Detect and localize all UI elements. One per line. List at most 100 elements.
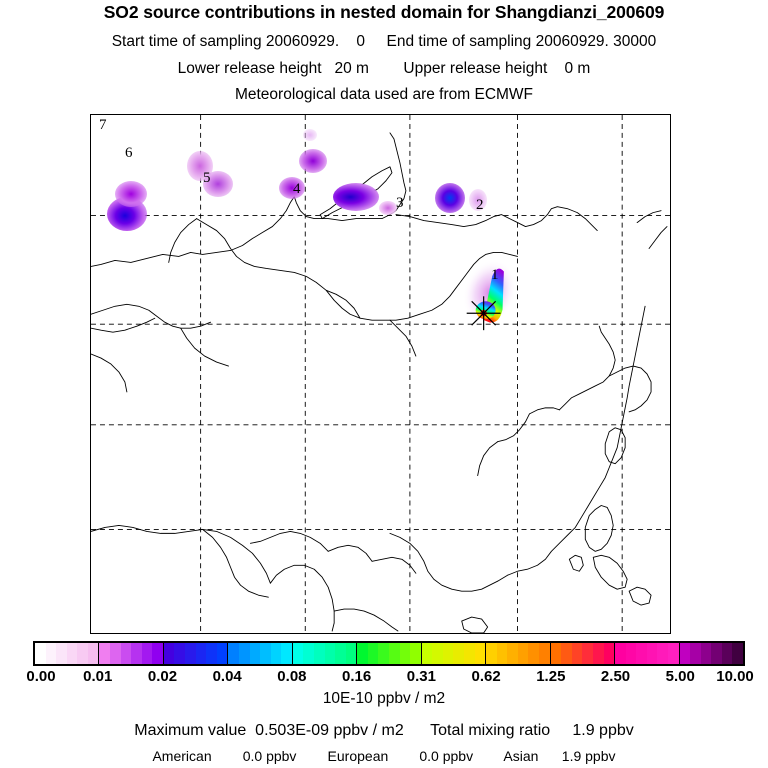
colorbar-step <box>345 643 357 664</box>
colorbar-tick-6: 0.31 <box>406 668 436 685</box>
colorbar-step <box>270 643 282 664</box>
map-coastlines <box>91 132 668 633</box>
colorbar-step <box>486 643 497 664</box>
colorbar-step <box>249 643 261 664</box>
colorbar-segment-6 <box>421 643 487 664</box>
colorbar-step <box>539 643 550 664</box>
colorbar-step <box>87 643 99 664</box>
colorbar-step <box>721 643 733 664</box>
colorbar-step <box>690 643 701 664</box>
colorbar-step <box>195 643 207 664</box>
colorbar-tick-5: 0.16 <box>342 668 372 685</box>
colorbar-step <box>378 643 389 664</box>
colorbar-step <box>260 643 271 664</box>
colorbar-step <box>206 643 217 664</box>
colorbar-step <box>474 643 486 664</box>
meteorological-source-line: Meteorological data used are from ECMWF <box>234 86 534 103</box>
summary-region-line: American 0.0 ppbv European 0.0 ppbv Asia… <box>152 748 616 764</box>
colorbar-step <box>528 643 540 664</box>
colorbar-segment-0 <box>35 643 100 664</box>
receptor-site-marker[interactable] <box>466 296 501 331</box>
plume-label-7: 7 <box>99 117 107 133</box>
colorbar-segment-3 <box>228 643 293 664</box>
release-height-line: Lower release height 20 m Upper release … <box>177 60 591 77</box>
colorbar-step <box>238 643 250 664</box>
colorbar-tick-0: 0.00 <box>26 668 56 685</box>
colorbar-step <box>281 643 292 664</box>
colorbar-step <box>99 643 111 664</box>
colorbar-step <box>603 643 615 664</box>
colorbar-step <box>561 643 572 664</box>
colorbar-tick-3: 0.04 <box>212 668 242 685</box>
colorbar-step <box>711 643 722 664</box>
colorbar-tick-8: 1.25 <box>536 668 566 685</box>
plume-label-1: 1 <box>491 267 499 283</box>
colorbar-step <box>496 643 508 664</box>
colorbar-segment-8 <box>550 643 616 664</box>
colorbar-step <box>657 643 668 664</box>
colorbar-step <box>636 643 647 664</box>
colorbar-tick-11: 10.00 <box>716 668 754 685</box>
colorbar-segment-4 <box>292 643 358 664</box>
colorbar-tick-9: 2.50 <box>600 668 631 685</box>
colorbar-tick-2: 0.02 <box>147 668 178 685</box>
map-panel[interactable]: 7 6 5 4 3 2 1 <box>90 114 671 634</box>
plume-label-6: 6 <box>125 145 133 161</box>
colorbar-step <box>615 643 626 664</box>
plume-label-2: 2 <box>476 197 484 213</box>
colorbar-step <box>679 643 691 664</box>
colorbar-step <box>45 643 57 664</box>
colorbar-step <box>421 643 433 664</box>
colorbar-step <box>185 643 196 664</box>
colorbar-tick-4: 0.08 <box>277 668 307 685</box>
colorbar-unit-label: 10E-10 ppbv / m2 <box>322 690 446 707</box>
summary-main-line: Maximum value 0.503E-09 ppbv / m2 Total … <box>134 722 634 739</box>
colorbar-segment-5 <box>357 643 422 664</box>
colorbar-step <box>56 643 67 664</box>
colorbar-step <box>335 643 346 664</box>
colorbar-tick-7: 0.62 <box>471 668 501 685</box>
colorbar-tick-10: 5.00 <box>665 668 695 685</box>
colorbar-step <box>582 643 593 664</box>
colorbar-tick-1: 0.01 <box>83 668 113 685</box>
colorbar-step <box>77 643 88 664</box>
colorbar-step <box>700 643 712 664</box>
colorbar-step <box>625 643 637 664</box>
colorbar-step <box>667 643 679 664</box>
colorbar-step <box>152 643 163 664</box>
colorbar-step <box>517 643 529 664</box>
map-gridlines <box>91 115 670 633</box>
colorbar-segment-2 <box>163 643 229 664</box>
colorbar-segment-1 <box>99 643 164 664</box>
colorbar-step <box>163 643 175 664</box>
plume-label-3: 3 <box>396 195 404 211</box>
colorbar-step <box>216 643 228 664</box>
colorbar-step <box>732 643 743 664</box>
colorbar-tick-labels: 0.00 0.01 0.02 0.04 0.08 0.16 0.31 0.62 1.25 2.50… <box>0 668 768 688</box>
colorbar-step <box>389 643 400 664</box>
colorbar-step <box>35 643 46 664</box>
colorbar-step <box>410 643 421 664</box>
colorbar-step <box>141 643 153 664</box>
colorbar-step <box>432 643 443 664</box>
plume-label-5: 5 <box>203 170 211 186</box>
colorbar[interactable] <box>33 641 745 666</box>
colorbar-step <box>442 643 454 664</box>
colorbar-step <box>367 643 379 664</box>
colorbar-step <box>646 643 658 664</box>
colorbar-step <box>120 643 132 664</box>
colorbar-step <box>66 643 78 664</box>
page-title: SO2 source contributions in nested domai… <box>103 2 665 22</box>
colorbar-segment-7 <box>486 643 551 664</box>
colorbar-step <box>313 643 325 664</box>
sampling-time-line: Start time of sampling 20060929. 0 End t… <box>111 33 657 50</box>
colorbar-segment-9 <box>615 643 680 664</box>
colorbar-segment-10 <box>679 643 743 664</box>
colorbar-step <box>303 643 314 664</box>
source-plume <box>462 259 517 326</box>
colorbar-step <box>399 643 411 664</box>
map-canvas <box>91 115 670 633</box>
plume-label-4: 4 <box>293 181 301 197</box>
colorbar-step <box>131 643 142 664</box>
colorbar-step <box>571 643 583 664</box>
